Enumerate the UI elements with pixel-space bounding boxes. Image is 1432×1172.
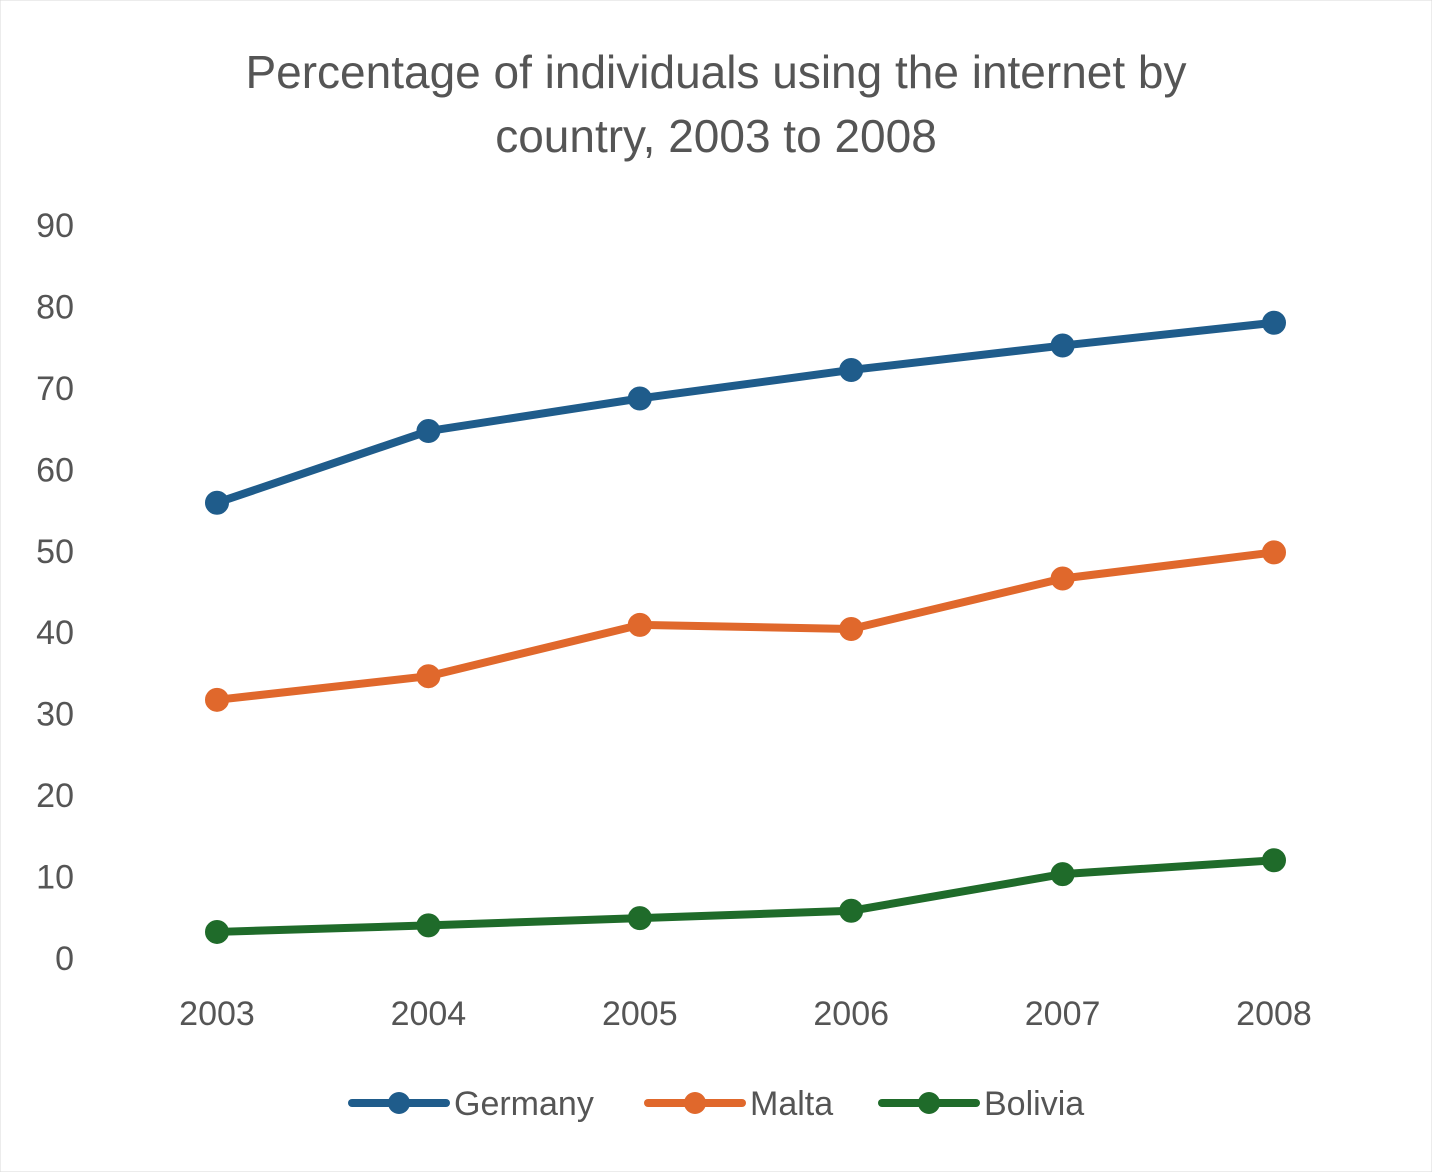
data-point-bolivia <box>1050 862 1075 887</box>
series-germany <box>205 310 1286 515</box>
data-point-bolivia <box>627 906 652 931</box>
legend-marker-germany <box>388 1092 410 1114</box>
y-axis: 0 10 20 30 40 50 60 70 80 90 <box>36 207 74 978</box>
data-point-germany <box>416 419 441 444</box>
series-line-germany <box>213 318 1278 507</box>
legend-label-germany: Germany <box>454 1085 594 1123</box>
legend-item-bolivia: Bolivia <box>878 1085 1084 1123</box>
data-point-bolivia <box>416 913 441 938</box>
x-tick-label: 2005 <box>602 995 678 1033</box>
x-tick-label: 2007 <box>1025 995 1101 1033</box>
data-point-malta <box>627 612 652 637</box>
data-point-germany <box>1050 333 1075 358</box>
legend-marker-malta <box>684 1092 706 1114</box>
data-point-germany <box>839 357 864 382</box>
chart-title-line-1: Percentage of individuals using the inte… <box>245 46 1186 98</box>
y-tick-label: 40 <box>36 614 74 652</box>
y-tick-label: 90 <box>36 207 74 245</box>
legend-item-malta: Malta <box>644 1085 833 1123</box>
series-bolivia <box>205 848 1286 944</box>
data-point-malta <box>205 687 229 712</box>
x-axis: 2003 2004 2005 2006 2007 2008 <box>179 995 1312 1033</box>
y-tick-label: 10 <box>36 859 74 897</box>
legend-marker-bolivia <box>918 1092 940 1114</box>
legend-label-malta: Malta <box>750 1085 833 1123</box>
data-point-bolivia <box>839 898 864 923</box>
x-tick-label: 2006 <box>813 995 889 1033</box>
y-tick-label: 20 <box>36 777 74 815</box>
data-point-bolivia <box>205 919 229 944</box>
x-tick-label: 2004 <box>391 995 467 1033</box>
data-point-germany <box>1262 310 1286 335</box>
series-line-malta <box>213 548 1278 704</box>
data-point-malta <box>839 616 864 641</box>
series-malta <box>205 540 1286 712</box>
chart-title: Percentage of individuals using the inte… <box>245 46 1186 162</box>
data-point-malta <box>1050 566 1075 591</box>
data-point-malta <box>1262 540 1286 565</box>
y-tick-label: 60 <box>36 451 74 489</box>
data-point-germany <box>205 490 229 515</box>
y-tick-label: 80 <box>36 288 74 326</box>
data-point-germany <box>627 386 652 411</box>
y-tick-label: 50 <box>36 533 74 571</box>
y-tick-label: 70 <box>36 370 74 408</box>
x-tick-label: 2003 <box>179 995 255 1033</box>
legend-label-bolivia: Bolivia <box>984 1085 1084 1123</box>
series-layer <box>205 310 1286 944</box>
y-tick-label: 0 <box>55 940 74 978</box>
data-point-bolivia <box>1262 848 1286 873</box>
legend: Germany Malta Bolivia <box>348 1085 1084 1123</box>
x-tick-label: 2008 <box>1236 995 1312 1033</box>
legend-item-germany: Germany <box>348 1085 594 1123</box>
series-line-bolivia <box>213 856 1278 936</box>
chart-title-line-2: country, 2003 to 2008 <box>495 110 937 162</box>
y-tick-label: 30 <box>36 696 74 734</box>
data-point-malta <box>416 664 441 689</box>
